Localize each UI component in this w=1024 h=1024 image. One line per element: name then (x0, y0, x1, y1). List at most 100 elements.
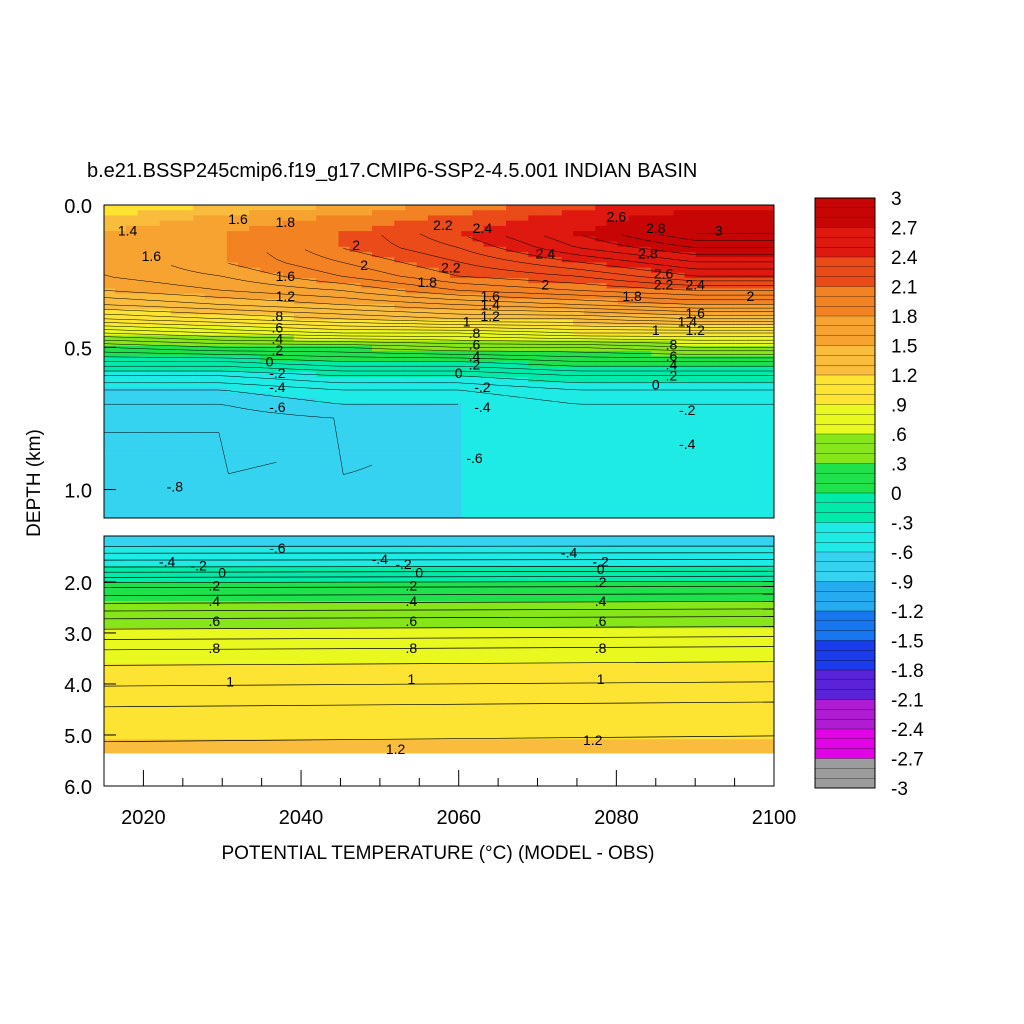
colorbar-swatch (814, 197, 876, 209)
colorbar-label: -.6 (891, 543, 913, 564)
colorbar-label: -.9 (891, 573, 913, 594)
colorbar-label: -2.1 (891, 691, 924, 712)
colorbar-swatch (814, 335, 876, 346)
colorbar-swatch (814, 355, 876, 366)
colorbar-swatch (814, 247, 876, 258)
contour-label: 3 (715, 223, 723, 239)
colorbar-label: -2.7 (891, 750, 924, 771)
contour-label: -.2 (474, 379, 491, 395)
contour-label: 1 (226, 673, 234, 689)
colorbar-swatch (814, 768, 876, 779)
colorbar-label: .9 (891, 396, 907, 417)
contour-label: -.6 (269, 540, 286, 556)
contour-label: 1.8 (276, 214, 296, 230)
colorbar-swatch (814, 414, 876, 425)
colorbar-swatch (814, 561, 876, 573)
colorbar-swatch (814, 424, 876, 435)
colorbar-swatch (814, 610, 876, 622)
colorbar: 3 2.7 2.4 2.1 1.8 1.5 1.2 .9 .6 .3 0 -.3 -.6 -.9 -1.2 -… (814, 189, 924, 800)
colorbar-label: -3 (891, 779, 908, 800)
colorbar-swatch (814, 443, 876, 455)
contour-label: 2 (542, 277, 550, 293)
contour-label: .8 (406, 640, 418, 656)
colorbar-swatch (814, 266, 876, 278)
contour-label: -.2 (592, 554, 609, 570)
contour-label: .6 (595, 613, 607, 629)
colorbar-swatch (814, 365, 876, 376)
contour-label: 1.4 (678, 314, 698, 330)
contour-label: -.8 (167, 479, 184, 495)
contour-label: -.6 (466, 450, 483, 466)
contour-label: -.4 (561, 544, 578, 560)
colorbar-label: -2.4 (891, 720, 924, 741)
colorbar-swatch (814, 581, 876, 592)
y-tick-label: 1.0 (64, 481, 92, 503)
upper-panel-contours (104, 233, 774, 475)
colorbar-swatch (814, 532, 876, 543)
contour-label: -.6 (269, 399, 286, 415)
contour-label: .6 (469, 336, 481, 352)
contour-label: 2 (747, 288, 755, 304)
contour-label: .8 (209, 640, 221, 656)
contour-label: -.2 (679, 402, 696, 418)
contour-label: -.4 (372, 551, 389, 567)
colorbar-swatch (814, 256, 876, 268)
contour-label: 1.2 (386, 741, 406, 757)
colorbar-swatch (814, 217, 876, 228)
contour-label: 1.6 (276, 268, 296, 284)
colorbar-swatch (814, 551, 876, 563)
colorbar-swatch (814, 237, 876, 248)
contour-label: -.4 (159, 554, 176, 570)
contour-label: 2.8 (646, 220, 666, 236)
contour-label: .8 (666, 336, 678, 352)
contour-label: .8 (469, 325, 481, 341)
colorbar-swatch (814, 473, 876, 484)
contour-label: 0 (652, 376, 660, 392)
colorbar-swatch (814, 276, 876, 287)
colorbar-label: 2.7 (891, 219, 917, 240)
contour-label: .4 (666, 356, 678, 372)
colorbar-swatch (814, 591, 876, 602)
colorbar-swatch (814, 512, 876, 523)
y-tick-label: 5.0 (64, 726, 92, 748)
contour-label: 1.2 (276, 288, 296, 304)
colorbar-swatch (814, 492, 876, 504)
contour-label: .6 (406, 613, 418, 629)
colorbar-swatch (814, 306, 876, 317)
contour-label: .2 (595, 574, 607, 590)
contour-label: 2 (360, 257, 368, 273)
colorbar-label: 1.2 (891, 366, 917, 387)
colorbar-label: 2.4 (891, 248, 918, 269)
x-axis: 2020 2040 2060 2080 2100 (121, 770, 796, 829)
contour-label: 2.4 (536, 245, 556, 261)
y-axis-label: DEPTH (km) (24, 429, 45, 537)
colorbar-swatch (814, 315, 876, 327)
colorbar-swatch (814, 463, 876, 474)
contour-label: 1 (597, 671, 605, 687)
colorbar-swatch (814, 719, 876, 730)
x-tick-label: 2060 (436, 807, 481, 829)
contour-label: 1 (463, 314, 471, 330)
contour-label: .4 (595, 593, 607, 609)
y-tick-label: 3.0 (64, 624, 92, 646)
colorbar-swatch (814, 227, 876, 238)
contour-label: .6 (666, 348, 678, 364)
contour-label: .4 (272, 331, 284, 347)
colorbar-swatch (814, 630, 876, 641)
colorbar-label: 2.1 (891, 278, 917, 299)
colorbar-label: -1.8 (891, 661, 924, 682)
colorbar-swatch (814, 502, 876, 514)
contour-label: .6 (209, 613, 221, 629)
contour-label: 0 (218, 565, 226, 581)
contour-label: 1.6 (685, 305, 705, 321)
colorbar-swatch (814, 620, 876, 632)
contour-label: 1.6 (142, 248, 162, 264)
contour-label: 2.2 (654, 277, 674, 293)
contour-label: 2 (352, 237, 360, 253)
contour-label: .2 (666, 368, 678, 384)
colorbar-swatch (814, 433, 876, 445)
contour-label: -.2 (190, 558, 207, 574)
colorbar-swatch (814, 522, 876, 533)
contour-label: 2.4 (473, 220, 493, 236)
